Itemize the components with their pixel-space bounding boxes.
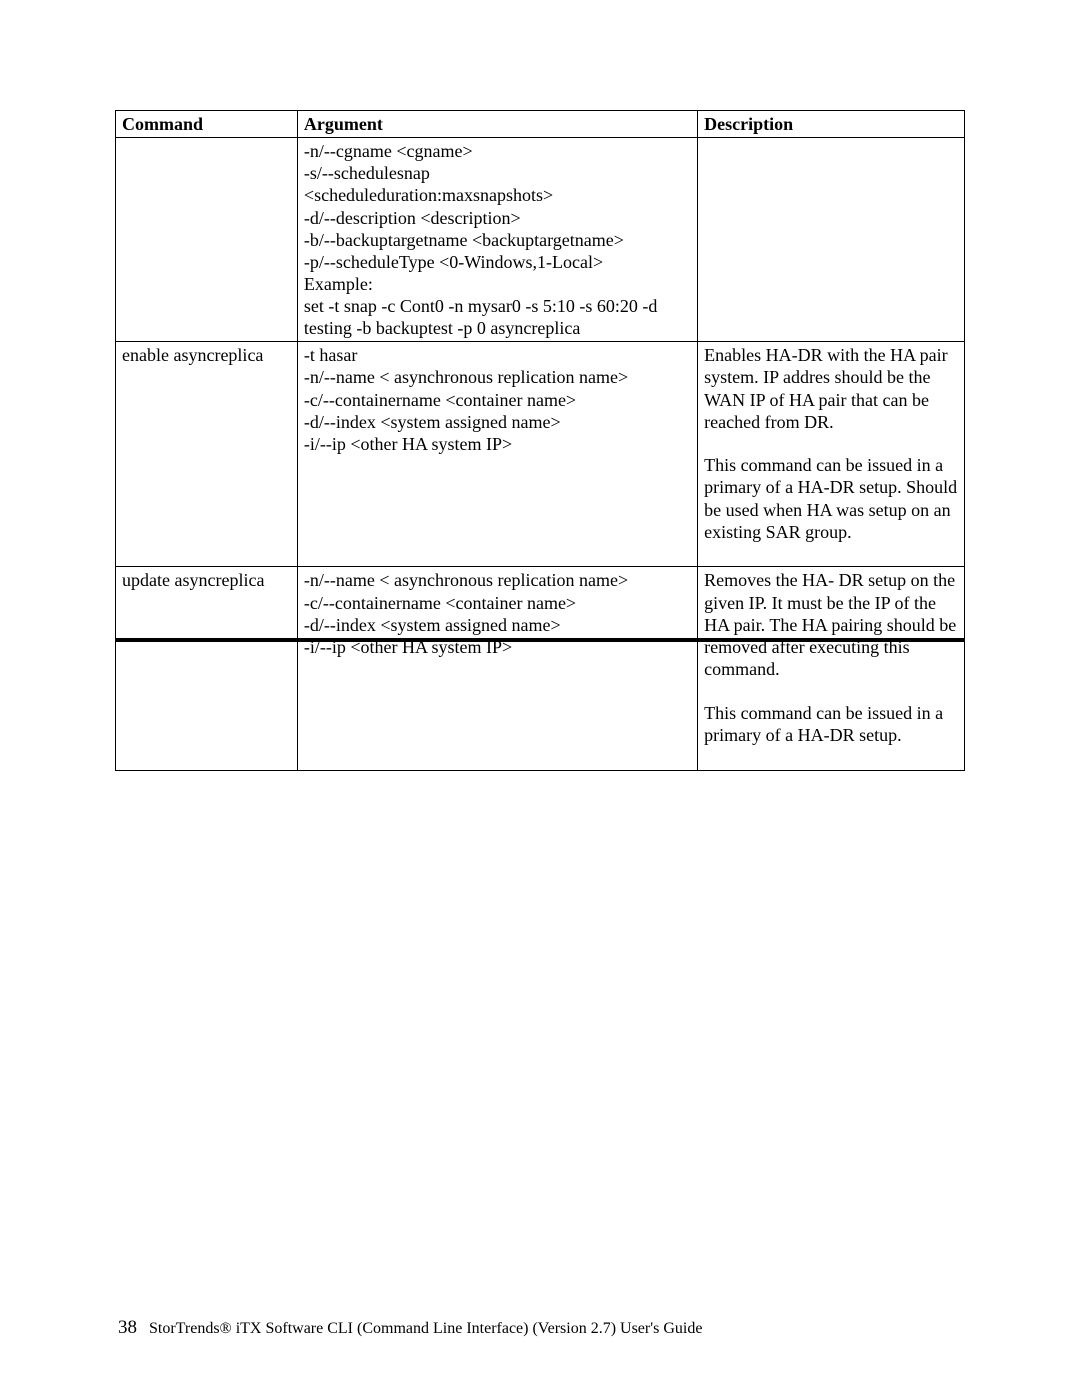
table-row: -n/--cgname <cgname> -s/--schedulesnap <…: [116, 138, 965, 342]
page: Command Argument Description -n/--cgname…: [0, 0, 1080, 1397]
argument-line: set -t snap -c Cont0 -n mysar0 -s 5:10 -…: [304, 295, 691, 339]
description-line: Enables HA-DR with the HA pair system. I…: [704, 344, 958, 433]
page-number: 38: [118, 1317, 137, 1338]
cell-command: [116, 138, 298, 342]
page-footer: 38 StorTrends® iTX Software CLI (Command…: [118, 1317, 702, 1339]
blank-line: [704, 543, 958, 565]
description-line: Removes the HA- DR setup on the given IP…: [704, 569, 958, 680]
command-text: update asyncreplica: [122, 569, 291, 591]
argument-line: Example:: [304, 273, 691, 295]
table-row: update asyncreplica -n/--name < asynchro…: [116, 567, 965, 770]
header-description: Description: [698, 111, 965, 138]
argument-line: -n/--name < asynchronous replication nam…: [304, 366, 691, 388]
argument-line: <scheduleduration:maxsnapshots>: [304, 184, 691, 206]
cell-description: [698, 138, 965, 342]
header-command: Command: [116, 111, 298, 138]
description-line: This command can be issued in a primary …: [704, 454, 958, 543]
argument-line: -s/--schedulesnap: [304, 162, 691, 184]
argument-line: -d/--index <system assigned name>: [304, 614, 691, 636]
footer-rule: [115, 638, 965, 642]
cell-command: update asyncreplica: [116, 567, 298, 770]
footer-text: StorTrends® iTX Software CLI (Command Li…: [149, 1320, 702, 1337]
argument-line: -t hasar: [304, 344, 691, 366]
argument-line: -c/--containername <container name>: [304, 592, 691, 614]
command-text: enable asyncreplica: [122, 344, 291, 366]
cell-argument: -t hasar -n/--name < asynchronous replic…: [297, 342, 697, 567]
blank-line: [704, 680, 958, 702]
blank-line: [704, 433, 958, 455]
argument-line: -d/--index <system assigned name>: [304, 411, 691, 433]
description-line: This command can be issued in a primary …: [704, 702, 958, 746]
cell-description: Enables HA-DR with the HA pair system. I…: [698, 342, 965, 567]
table-row: enable asyncreplica -t hasar -n/--name <…: [116, 342, 965, 567]
cell-command: enable asyncreplica: [116, 342, 298, 567]
header-argument: Argument: [297, 111, 697, 138]
cell-argument: -n/--name < asynchronous replication nam…: [297, 567, 697, 770]
table-header-row: Command Argument Description: [116, 111, 965, 138]
argument-line: -d/--description <description>: [304, 207, 691, 229]
cell-argument: -n/--cgname <cgname> -s/--schedulesnap <…: [297, 138, 697, 342]
blank-line: [704, 746, 958, 768]
argument-line: -c/--containername <container name>: [304, 389, 691, 411]
argument-line: -b/--backuptargetname <backuptargetname>: [304, 229, 691, 251]
argument-line: -n/--name < asynchronous replication nam…: [304, 569, 691, 591]
argument-line: -n/--cgname <cgname>: [304, 140, 691, 162]
command-table: Command Argument Description -n/--cgname…: [115, 110, 965, 771]
cell-description: Removes the HA- DR setup on the given IP…: [698, 567, 965, 770]
argument-line: -i/--ip <other HA system IP>: [304, 433, 691, 455]
argument-line: -p/--scheduleType <0-Windows,1-Local>: [304, 251, 691, 273]
